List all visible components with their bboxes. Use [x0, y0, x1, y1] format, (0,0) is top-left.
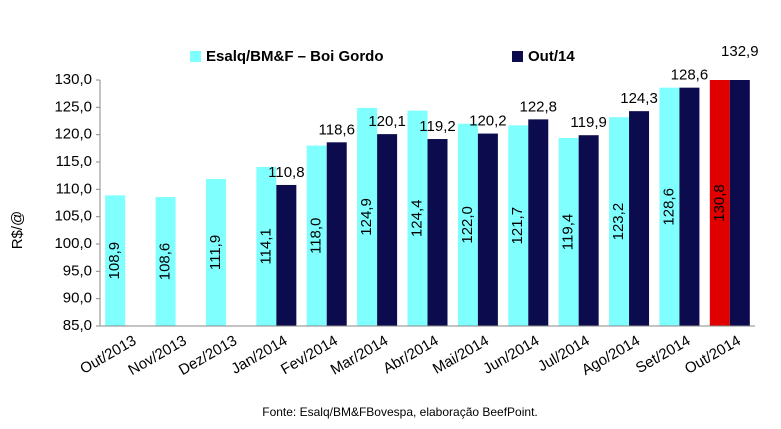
bar: [276, 184, 297, 326]
value-label: 124,3: [620, 90, 658, 107]
value-label: 124,4: [408, 200, 425, 238]
value-label: 114,1: [257, 228, 274, 264]
y-tick-label: 110,0: [56, 180, 92, 197]
y-tick-label: 115,0: [56, 153, 92, 170]
bar: [377, 134, 398, 326]
legend-label: Esalq/BM&F – Boi Gordo: [206, 48, 384, 65]
y-tick-label: 105,0: [54, 208, 92, 225]
value-label: 120,2: [469, 113, 507, 130]
value-label: 120,1: [368, 113, 406, 130]
bar: [558, 137, 579, 326]
value-label: 108,9: [106, 242, 123, 280]
x-tick-label: Dez/2013: [176, 332, 240, 379]
bar: [427, 139, 448, 326]
value-label: 130,8: [711, 184, 728, 222]
value-label: 119,9: [570, 114, 606, 131]
value-label: 124,9: [358, 198, 375, 236]
bar: [709, 80, 730, 326]
bar: [155, 196, 176, 326]
value-label: 119,4: [560, 214, 577, 250]
y-axis-label: R$/@: [9, 211, 26, 250]
x-tick-label: Abr/2014: [380, 332, 441, 377]
bar: [407, 110, 428, 326]
bar: [326, 142, 347, 326]
value-label: 118,0: [308, 218, 325, 254]
y-tick-label: 100,0: [54, 235, 92, 252]
bar: [528, 119, 549, 326]
y-tick-label: 95,0: [63, 262, 92, 279]
y-tick-label: 120,0: [54, 126, 92, 143]
bar: [477, 133, 498, 326]
value-label: 119,2: [419, 118, 455, 135]
value-label: 121,7: [509, 207, 526, 245]
y-tick-label: 85,0: [63, 317, 92, 334]
bar: [457, 123, 478, 326]
legend-swatch: [512, 51, 523, 62]
bars: [105, 80, 750, 326]
bar: [729, 80, 750, 326]
value-label: 108,6: [157, 243, 174, 281]
bar: [105, 195, 126, 326]
bar: [578, 135, 599, 326]
legend-swatch: [190, 51, 201, 62]
bar: [629, 111, 650, 326]
value-label: 122,8: [519, 98, 557, 115]
value-label: 128,6: [671, 67, 709, 84]
x-tick-label: Jan/2014: [228, 332, 290, 378]
x-tick-label: Jun/2014: [480, 332, 542, 378]
value-label: 122,0: [459, 206, 476, 244]
bar: [306, 145, 327, 326]
bar: [256, 166, 277, 326]
bar: [659, 87, 680, 326]
y-tick-label: 125,0: [54, 98, 92, 115]
value-label: 123,2: [610, 203, 627, 241]
y-tick-label: 90,0: [63, 290, 92, 307]
value-label: 110,8: [268, 164, 304, 181]
legend-label: Out/14: [528, 48, 575, 65]
bar: [205, 178, 226, 326]
bar: [679, 87, 700, 326]
value-label: 128,6: [660, 188, 677, 226]
y-tick-label: 130,0: [54, 71, 92, 88]
x-tick-label: Mar/2014: [328, 332, 391, 378]
bar: [357, 107, 378, 326]
x-tick-label: Set/2014: [633, 332, 694, 377]
x-tick-label: Out/2014: [682, 332, 744, 378]
value-label: 118,6: [319, 121, 355, 138]
bar: [609, 117, 630, 326]
bar: [508, 125, 529, 326]
value-label: 132,9: [721, 43, 759, 60]
x-tick-label: Mai/2014: [430, 332, 492, 378]
x-tick-label: Ago/2014: [579, 332, 643, 379]
value-label: 111,9: [207, 235, 224, 270]
source-note: Fonte: Esalq/BM&FBovespa, elaboração Bee…: [262, 405, 538, 419]
